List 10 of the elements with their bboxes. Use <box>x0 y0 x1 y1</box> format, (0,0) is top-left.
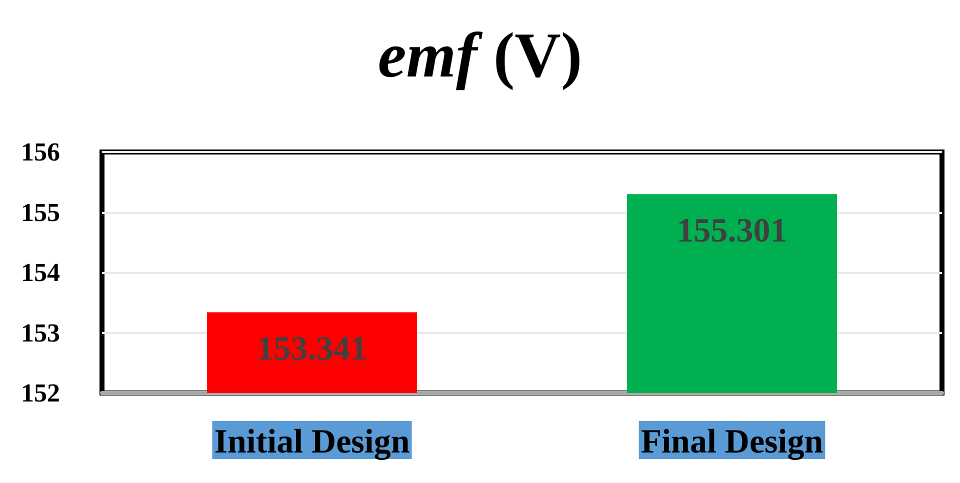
chart-title: emf (V) <box>378 20 582 90</box>
y-tick-label: 154 <box>21 258 60 287</box>
y-tick-label: 152 <box>21 378 60 408</box>
y-tick-label: 153 <box>21 318 60 348</box>
y-tick-label: 156 <box>21 138 60 166</box>
x-tick-label: Final Design <box>640 424 824 460</box>
x-tick-label: Initial Design <box>214 424 410 460</box>
y-tick-label: 155 <box>21 198 60 227</box>
data-label: 153.341 <box>256 330 368 368</box>
data-label: 155.301 <box>676 212 788 250</box>
